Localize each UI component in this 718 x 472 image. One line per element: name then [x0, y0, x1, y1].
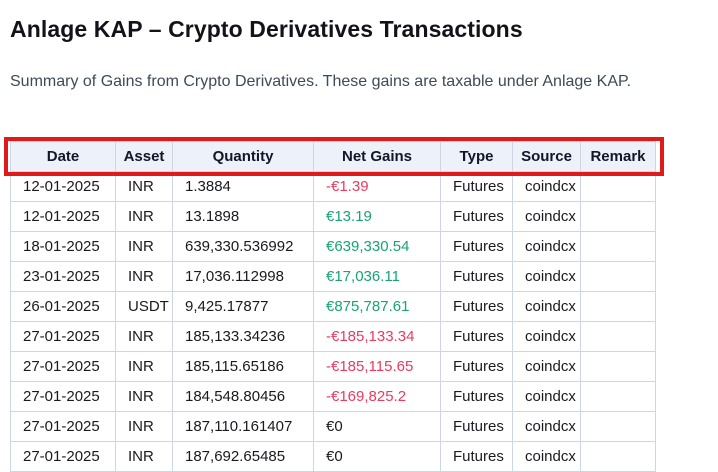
cell-quantity: 187,692.65485	[172, 441, 314, 472]
cell-quantity: 184,548.80456	[172, 381, 314, 412]
cell-quantity: 185,115.65186	[172, 351, 314, 382]
header-row: Date Asset Quantity Net Gains Type Source Rema…	[10, 141, 656, 172]
column-header-net_gains: Net Gains	[313, 141, 441, 172]
cell-source: coindcx	[512, 291, 581, 322]
cell-remark	[580, 351, 656, 382]
cell-remark	[580, 411, 656, 442]
cell-asset: USDT	[115, 291, 173, 322]
cell-type: Futures	[440, 381, 513, 412]
cell-date: 27-01-2025	[10, 351, 116, 382]
cell-source: coindcx	[512, 201, 581, 232]
transactions-table-wrapper: Date Asset Quantity Net Gains Type Source Rema…	[4, 137, 664, 472]
cell-date: 12-01-2025	[10, 201, 116, 232]
cell-date: 27-01-2025	[10, 381, 116, 412]
table-row: 27-01-2025 INR 187,692.65485 €0 Futures coind…	[10, 441, 656, 472]
cell-type: Futures	[440, 351, 513, 382]
cell-net_gains: -€169,825.2	[313, 381, 441, 412]
cell-quantity: 187,110.161407	[172, 411, 314, 442]
column-header-remark: Remark	[580, 141, 656, 172]
table-body: 12-01-2025 INR 1.3884 -€1.39 Futures coindcx 1…	[10, 171, 656, 472]
cell-source: coindcx	[512, 261, 581, 292]
table-row: 27-01-2025 INR 187,110.161407 €0 Futures coin…	[10, 411, 656, 442]
table-row: 12-01-2025 INR 1.3884 -€1.39 Futures coindcx	[10, 171, 656, 202]
cell-type: Futures	[440, 231, 513, 262]
column-header-asset: Asset	[115, 141, 173, 172]
cell-source: coindcx	[512, 171, 581, 202]
cell-type: Futures	[440, 201, 513, 232]
cell-remark	[580, 201, 656, 232]
cell-date: 12-01-2025	[10, 171, 116, 202]
table-row: 27-01-2025 INR 185,133.34236 -€185,133.34 Fu…	[10, 321, 656, 352]
cell-asset: INR	[115, 351, 173, 382]
cell-type: Futures	[440, 411, 513, 442]
cell-quantity: 185,133.34236	[172, 321, 314, 352]
cell-source: coindcx	[512, 231, 581, 262]
table-row: 27-01-2025 INR 184,548.80456 -€169,825.2 Fut…	[10, 381, 656, 412]
cell-date: 27-01-2025	[10, 411, 116, 442]
column-header-date: Date	[10, 141, 116, 172]
cell-source: coindcx	[512, 441, 581, 472]
cell-net_gains: €0	[313, 411, 441, 442]
cell-net_gains: €17,036.11	[313, 261, 441, 292]
cell-date: 18-01-2025	[10, 231, 116, 262]
table-row: 26-01-2025 USDT 9,425.17877 €875,787.61 Futu…	[10, 291, 656, 322]
cell-type: Futures	[440, 171, 513, 202]
cell-source: coindcx	[512, 321, 581, 352]
cell-asset: INR	[115, 441, 173, 472]
cell-asset: INR	[115, 321, 173, 352]
page: Anlage KAP – Crypto Derivatives Transact…	[4, 16, 708, 472]
table-row: 27-01-2025 INR 185,115.65186 -€185,115.65 Fu…	[10, 351, 656, 382]
column-header-quantity: Quantity	[172, 141, 314, 172]
page-title: Anlage KAP – Crypto Derivatives Transact…	[10, 16, 523, 42]
cell-quantity: 639,330.536992	[172, 231, 314, 262]
transactions-table: Date Asset Quantity Net Gains Type Source Rema…	[10, 141, 656, 472]
table-row: 12-01-2025 INR 13.1898 €13.19 Futures coindcx	[10, 201, 656, 232]
cell-net_gains: €13.19	[313, 201, 441, 232]
cell-net_gains: -€185,133.34	[313, 321, 441, 352]
column-header-type: Type	[440, 141, 513, 172]
table-row: 18-01-2025 INR 639,330.536992 €639,330.54 Fu…	[10, 231, 656, 262]
cell-quantity: 17,036.112998	[172, 261, 314, 292]
cell-net_gains: €875,787.61	[313, 291, 441, 322]
cell-net_gains: €639,330.54	[313, 231, 441, 262]
cell-remark	[580, 321, 656, 352]
cell-source: coindcx	[512, 411, 581, 442]
cell-date: 26-01-2025	[10, 291, 116, 322]
cell-type: Futures	[440, 291, 513, 322]
column-header-source: Source	[512, 141, 581, 172]
page-subtitle: Summary of Gains from Crypto Derivatives…	[10, 73, 632, 90]
cell-date: 27-01-2025	[10, 441, 116, 472]
cell-remark	[580, 291, 656, 322]
cell-asset: INR	[115, 261, 173, 292]
cell-net_gains: -€185,115.65	[313, 351, 441, 382]
cell-type: Futures	[440, 261, 513, 292]
cell-remark	[580, 441, 656, 472]
table-row: 23-01-2025 INR 17,036.112998 €17,036.11 Futu…	[10, 261, 656, 292]
cell-net_gains: -€1.39	[313, 171, 441, 202]
cell-quantity: 1.3884	[172, 171, 314, 202]
cell-remark	[580, 381, 656, 412]
cell-quantity: 9,425.17877	[172, 291, 314, 322]
cell-source: coindcx	[512, 381, 581, 412]
cell-asset: INR	[115, 231, 173, 262]
cell-asset: INR	[115, 171, 173, 202]
cell-date: 27-01-2025	[10, 321, 116, 352]
cell-asset: INR	[115, 381, 173, 412]
cell-source: coindcx	[512, 351, 581, 382]
cell-remark	[580, 261, 656, 292]
cell-type: Futures	[440, 441, 513, 472]
cell-asset: INR	[115, 201, 173, 232]
cell-asset: INR	[115, 411, 173, 442]
cell-date: 23-01-2025	[10, 261, 116, 292]
cell-remark	[580, 171, 656, 202]
cell-net_gains: €0	[313, 441, 441, 472]
cell-type: Futures	[440, 321, 513, 352]
cell-remark	[580, 231, 656, 262]
cell-quantity: 13.1898	[172, 201, 314, 232]
